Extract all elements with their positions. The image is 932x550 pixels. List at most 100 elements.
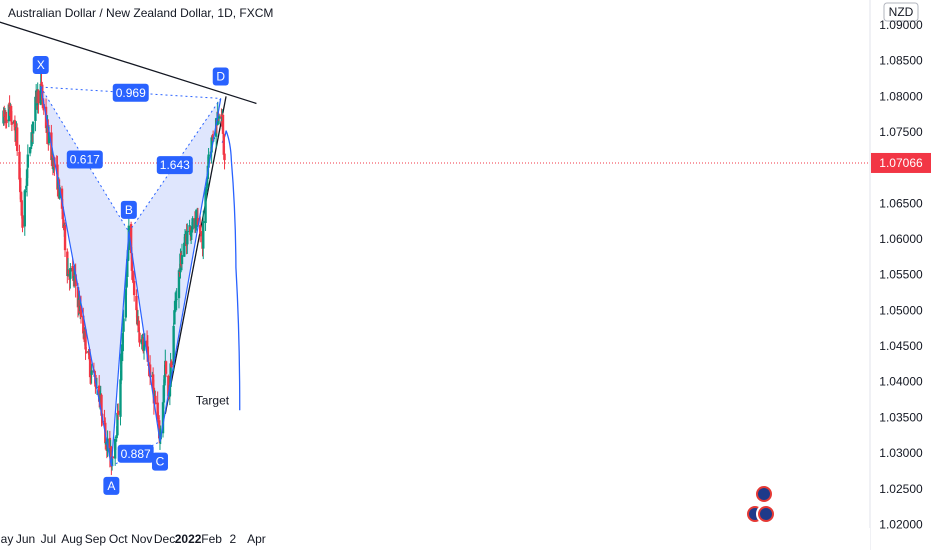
x-tick-label: Jul — [41, 532, 56, 546]
candle-body — [129, 224, 133, 254]
candle-body — [98, 400, 102, 402]
candle-body — [3, 109, 6, 118]
candle-body — [146, 346, 150, 362]
pattern-point-box — [32, 56, 49, 75]
x-tick-label: Jun — [16, 532, 35, 546]
candle-body — [142, 345, 146, 351]
pattern-leg-cd — [159, 98, 222, 442]
target-projection-curve — [221, 130, 241, 411]
event-flags[interactable] — [745, 484, 776, 524]
x-tick-label: Feb — [201, 532, 222, 546]
candle-body — [58, 187, 61, 199]
candle-body — [135, 309, 139, 325]
ratio-label: 0.617 — [70, 152, 100, 166]
candle-body — [24, 190, 27, 193]
candle-body — [25, 169, 29, 186]
pattern-point-box — [151, 452, 168, 471]
currency-badge[interactable] — [883, 2, 919, 22]
y-tick-label: 1.05000 — [879, 303, 923, 317]
y-tick-label: 1.02500 — [879, 482, 923, 496]
candle-body — [167, 395, 171, 398]
candle-body — [26, 154, 30, 168]
candle-body — [39, 84, 42, 105]
x-tick-label: May — [0, 532, 13, 546]
candle-body — [82, 315, 85, 334]
candle-body — [30, 132, 33, 147]
trendline-rising-wedge — [164, 96, 227, 414]
candle-body — [76, 286, 80, 308]
candle-body — [113, 438, 117, 459]
candle-body — [194, 219, 197, 229]
candle-body — [108, 437, 112, 457]
candle-body — [151, 374, 155, 389]
y-tick-label: 1.06000 — [879, 232, 923, 246]
pattern-point-box — [120, 200, 137, 219]
candle-body — [157, 418, 160, 420]
candle-body — [177, 270, 181, 299]
ratio-label: 1.643 — [160, 158, 190, 172]
candle-body — [120, 353, 123, 381]
candle-body — [173, 300, 177, 312]
candle-body — [172, 325, 175, 366]
pattern-point-box — [103, 476, 120, 495]
candle-body — [173, 310, 176, 325]
x-tick-label: Dec — [154, 532, 175, 546]
x-tick-label: Aug — [61, 532, 82, 546]
candle-body — [28, 147, 32, 154]
candle-body — [67, 269, 71, 275]
trendline-layer — [0, 21, 870, 414]
candle-body — [164, 361, 168, 374]
x-tick-label: 2 — [230, 532, 237, 546]
y-tick-label: 1.07500 — [879, 125, 923, 139]
candle-body — [142, 338, 145, 352]
ratio-label-box — [112, 83, 149, 102]
x-tick-label: Nov — [131, 532, 152, 546]
candle-body — [207, 154, 210, 168]
candle-body — [61, 206, 64, 220]
candle-body — [104, 442, 108, 445]
y-tick-label: 1.05500 — [879, 268, 923, 282]
candle-body — [23, 190, 26, 227]
candle-body — [88, 358, 92, 378]
candle-body — [47, 132, 51, 144]
pattern-fill-layer — [40, 87, 221, 466]
last-price-label: 1.07066 — [879, 156, 923, 170]
flag-icon-inner — [760, 508, 772, 520]
candle-body — [186, 231, 189, 245]
x-tick-label: Apr — [247, 532, 266, 546]
candle-body — [137, 320, 140, 332]
candle-body — [119, 379, 122, 417]
candle-body — [19, 177, 22, 193]
ratio-label-box — [66, 150, 103, 169]
candle-body — [37, 90, 40, 104]
pattern-point-label: B — [125, 203, 133, 217]
y-tick-label: 1.08000 — [879, 89, 923, 103]
candle-body — [163, 375, 166, 386]
y-tick-label: 1.04500 — [879, 339, 923, 353]
candle-body — [183, 233, 187, 243]
candle-body — [88, 349, 91, 360]
pattern-leg-bc — [128, 231, 161, 442]
candle-body — [40, 82, 43, 86]
candle-body — [145, 340, 149, 349]
pattern-fill-xab — [40, 87, 129, 466]
candle-body — [89, 376, 93, 378]
candle-body — [140, 339, 143, 345]
ratio-label: 0.969 — [116, 86, 146, 100]
candle-body — [211, 135, 215, 139]
candle-body — [175, 298, 178, 300]
y-tick-label: 1.02000 — [879, 517, 923, 531]
pattern-ratio-line — [40, 86, 130, 233]
x-tick-label: Oct — [109, 532, 128, 546]
candle-body — [100, 394, 103, 416]
candle-body — [85, 351, 88, 354]
candle-body — [62, 219, 65, 228]
candle-body — [63, 224, 67, 251]
candle-body — [132, 279, 135, 282]
candle-body — [126, 250, 130, 262]
pattern-point-box — [212, 67, 229, 86]
candle-body — [115, 434, 118, 439]
candle-body — [168, 384, 172, 397]
